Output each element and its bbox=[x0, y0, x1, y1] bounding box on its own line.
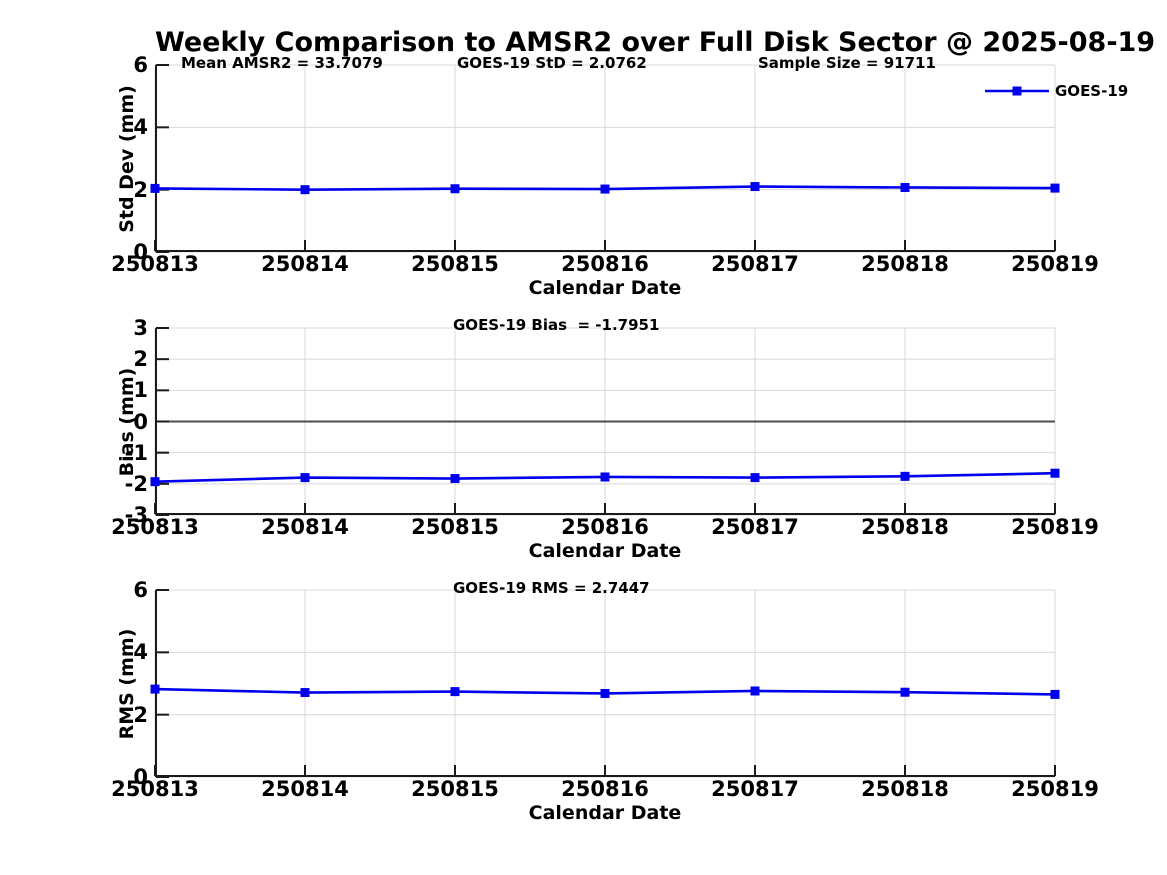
plot-area-rms bbox=[150, 589, 1060, 778]
x-tick-label: 250814 bbox=[261, 252, 349, 276]
y-tick-label: 2 bbox=[133, 177, 148, 202]
data-point-marker bbox=[1050, 689, 1060, 699]
y-axis-label: Std Dev (mm) bbox=[116, 84, 138, 233]
y-tick-label: 3 bbox=[133, 316, 148, 340]
data-point-marker bbox=[300, 473, 310, 483]
y-tick-label: 2 bbox=[133, 702, 148, 727]
data-point-marker bbox=[300, 185, 310, 195]
x-axis-label: Calendar Date bbox=[528, 277, 682, 299]
data-point-marker bbox=[150, 477, 160, 487]
x-tick-label: 250813 bbox=[111, 777, 199, 801]
plot-area-stddev bbox=[150, 64, 1060, 253]
data-point-marker bbox=[750, 686, 760, 696]
axis-annotation: Sample Size = 91711 bbox=[758, 54, 936, 72]
subplot-bias: -3 -2 -1 0 1 2 3 250813 250814 250815 250816 250817… bbox=[111, 316, 1099, 562]
data-point-marker bbox=[900, 182, 910, 192]
x-tick-label: 250819 bbox=[1011, 515, 1099, 539]
x-tick-label: 250816 bbox=[561, 515, 649, 539]
data-point-marker bbox=[150, 684, 160, 694]
x-tick-label: 250818 bbox=[861, 252, 949, 276]
y-tick-label: 1 bbox=[133, 378, 148, 403]
y-tick-label: 6 bbox=[133, 53, 148, 77]
data-point-marker bbox=[750, 473, 760, 483]
data-point-marker bbox=[1050, 468, 1060, 478]
y-axis-label: RMS (mm) bbox=[116, 628, 138, 739]
x-axis-label: Calendar Date bbox=[528, 540, 682, 562]
x-tick-label: 250815 bbox=[411, 252, 499, 276]
x-tick-label: 250813 bbox=[111, 252, 199, 276]
data-point-marker bbox=[300, 688, 310, 698]
data-point-marker bbox=[900, 687, 910, 697]
x-tick-label: 250813 bbox=[111, 515, 199, 539]
y-tick-label: 0 bbox=[133, 765, 148, 789]
y-tick-label: 2 bbox=[133, 347, 148, 372]
y-tick-label: 4 bbox=[133, 115, 148, 140]
y-tick-label: -2 bbox=[124, 471, 148, 496]
x-tick-label: 250816 bbox=[561, 777, 649, 801]
subplot-stddev: 0 2 4 6 250813 250814 250815 250816 250817 250818… bbox=[111, 53, 1099, 299]
y-tick-label: 0 bbox=[133, 240, 148, 264]
y-tick-label: 0 bbox=[133, 409, 148, 434]
y-tick-label: -1 bbox=[124, 440, 148, 465]
subplot-rms: 0 2 4 6 250813 250814 250815 250816 250817 250818… bbox=[111, 578, 1099, 824]
data-point-marker bbox=[450, 184, 460, 194]
x-tick-label: 250819 bbox=[1011, 252, 1099, 276]
x-axis-label: Calendar Date bbox=[528, 802, 682, 824]
data-point-marker bbox=[600, 688, 610, 698]
x-tick-label: 250815 bbox=[411, 777, 499, 801]
x-tick-label: 250814 bbox=[261, 515, 349, 539]
x-tick-label: 250819 bbox=[1011, 777, 1099, 801]
x-tick-label: 250817 bbox=[711, 777, 799, 801]
data-point-marker bbox=[750, 182, 760, 192]
data-point-marker bbox=[1050, 183, 1060, 193]
y-tick-label: 4 bbox=[133, 640, 148, 665]
x-tick-label: 250817 bbox=[711, 252, 799, 276]
axis-annotation: GOES-19 StD = 2.0762 bbox=[457, 54, 647, 72]
chart-title: Weekly Comparison to AMSR2 over Full Dis… bbox=[155, 27, 1156, 58]
x-tick-label: 250818 bbox=[861, 515, 949, 539]
y-tick-label: 6 bbox=[133, 578, 148, 602]
data-point-marker bbox=[150, 183, 160, 193]
axis-annotation: Mean AMSR2 = 33.7079 bbox=[181, 54, 383, 72]
data-point-marker bbox=[900, 471, 910, 481]
x-tick-label: 250816 bbox=[561, 252, 649, 276]
x-tick-label: 250817 bbox=[711, 515, 799, 539]
x-tick-label: 250814 bbox=[261, 777, 349, 801]
data-point-marker bbox=[450, 687, 460, 697]
x-tick-label: 250818 bbox=[861, 777, 949, 801]
legend: GOES-19 bbox=[985, 82, 1128, 100]
legend-label: GOES-19 bbox=[1055, 82, 1129, 100]
data-point-marker bbox=[600, 472, 610, 482]
plot-area-bias bbox=[150, 327, 1060, 516]
axis-annotation: GOES-19 RMS = 2.7447 bbox=[453, 579, 650, 597]
data-point-marker bbox=[450, 474, 460, 484]
x-tick-label: 250815 bbox=[411, 515, 499, 539]
data-point-marker bbox=[600, 184, 610, 194]
y-tick-label: -3 bbox=[124, 503, 148, 527]
y-axis-label: Bias (mm) bbox=[116, 367, 138, 476]
axis-annotation: GOES-19 Bias = -1.7951 bbox=[453, 316, 660, 334]
legend-line-icon bbox=[985, 86, 1049, 96]
